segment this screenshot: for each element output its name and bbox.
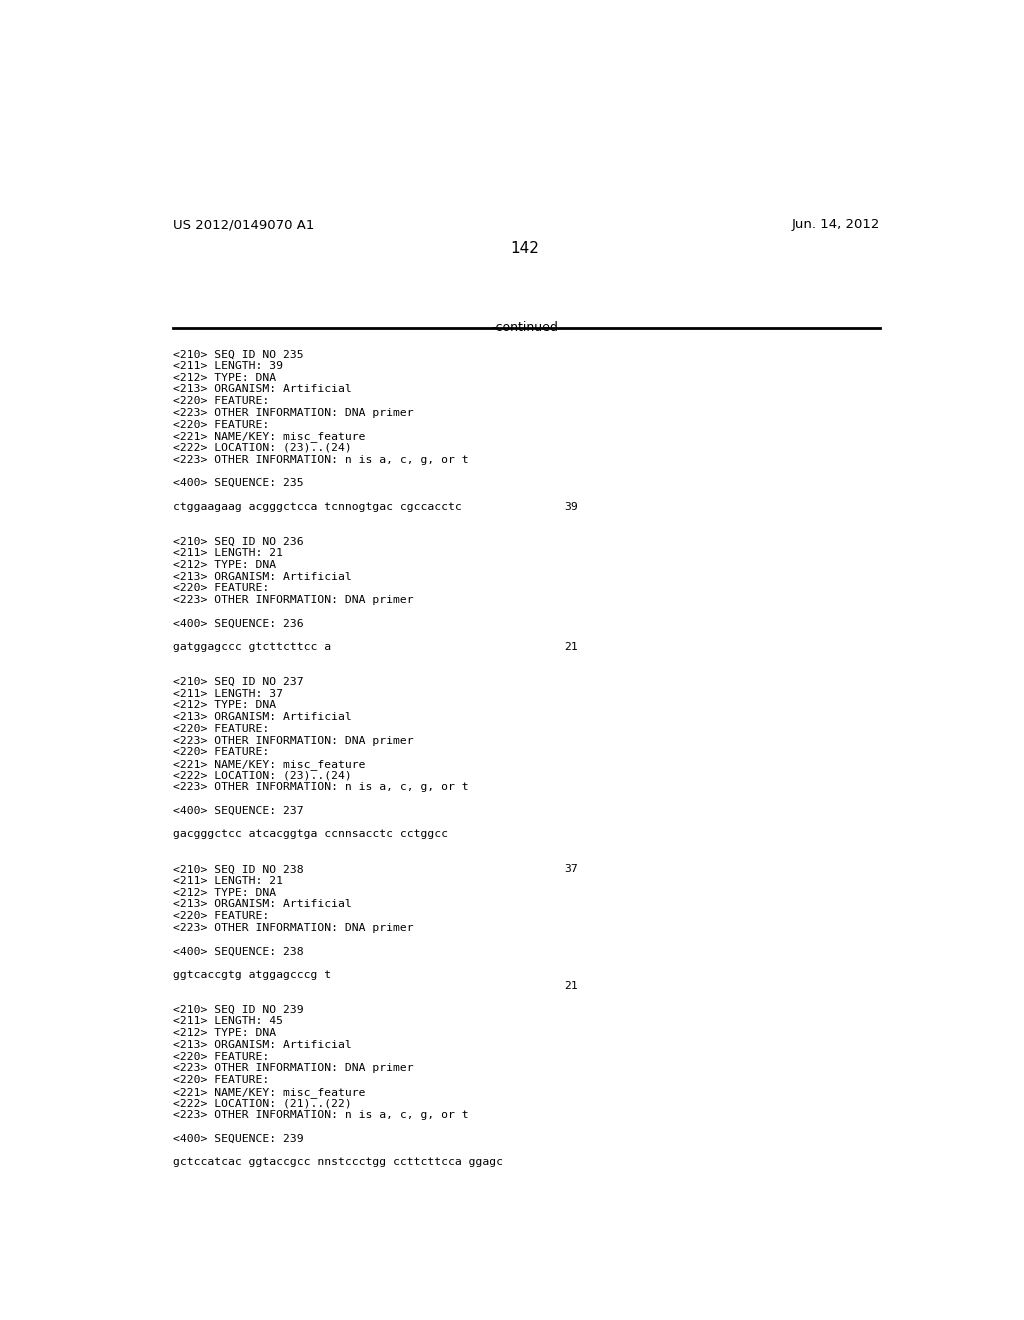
Text: <222> LOCATION: (23)..(24): <222> LOCATION: (23)..(24) bbox=[173, 771, 351, 780]
Text: <220> FEATURE:: <220> FEATURE: bbox=[173, 420, 269, 429]
Text: <221> NAME/KEY: misc_feature: <221> NAME/KEY: misc_feature bbox=[173, 759, 366, 770]
Text: <210> SEQ ID NO 237: <210> SEQ ID NO 237 bbox=[173, 677, 303, 688]
Text: gacgggctcc atcacggtga ccnnsacctc cctggcc: gacgggctcc atcacggtga ccnnsacctc cctggcc bbox=[173, 829, 447, 840]
Text: <223> OTHER INFORMATION: DNA primer: <223> OTHER INFORMATION: DNA primer bbox=[173, 595, 414, 605]
Text: <210> SEQ ID NO 238: <210> SEQ ID NO 238 bbox=[173, 865, 303, 874]
Text: <210> SEQ ID NO 236: <210> SEQ ID NO 236 bbox=[173, 537, 303, 546]
Text: 39: 39 bbox=[564, 502, 579, 512]
Text: <210> SEQ ID NO 239: <210> SEQ ID NO 239 bbox=[173, 1005, 303, 1015]
Text: ctggaagaag acgggctcca tcnnogtgac cgccacctc: ctggaagaag acgggctcca tcnnogtgac cgccacc… bbox=[173, 502, 462, 512]
Text: <223> OTHER INFORMATION: DNA primer: <223> OTHER INFORMATION: DNA primer bbox=[173, 923, 414, 933]
Text: -continued: -continued bbox=[492, 321, 558, 334]
Text: <222> LOCATION: (21)..(22): <222> LOCATION: (21)..(22) bbox=[173, 1098, 351, 1109]
Text: <212> TYPE: DNA: <212> TYPE: DNA bbox=[173, 1028, 276, 1039]
Text: <213> ORGANISM: Artificial: <213> ORGANISM: Artificial bbox=[173, 713, 351, 722]
Text: gatggagccc gtcttcttcc a: gatggagccc gtcttcttcc a bbox=[173, 642, 331, 652]
Text: <212> TYPE: DNA: <212> TYPE: DNA bbox=[173, 888, 276, 898]
Text: 142: 142 bbox=[510, 240, 540, 256]
Text: <211> LENGTH: 37: <211> LENGTH: 37 bbox=[173, 689, 283, 698]
Text: <400> SEQUENCE: 239: <400> SEQUENCE: 239 bbox=[173, 1134, 303, 1143]
Text: <223> OTHER INFORMATION: DNA primer: <223> OTHER INFORMATION: DNA primer bbox=[173, 408, 414, 418]
Text: <222> LOCATION: (23)..(24): <222> LOCATION: (23)..(24) bbox=[173, 444, 351, 453]
Text: <220> FEATURE:: <220> FEATURE: bbox=[173, 1074, 269, 1085]
Text: <220> FEATURE:: <220> FEATURE: bbox=[173, 396, 269, 407]
Text: gctccatcac ggtaccgcc nnstccctgg ccttcttcca ggagc: gctccatcac ggtaccgcc nnstccctgg ccttcttc… bbox=[173, 1156, 503, 1167]
Text: <221> NAME/KEY: misc_feature: <221> NAME/KEY: misc_feature bbox=[173, 1086, 366, 1098]
Text: <220> FEATURE:: <220> FEATURE: bbox=[173, 723, 269, 734]
Text: <220> FEATURE:: <220> FEATURE: bbox=[173, 911, 269, 921]
Text: <223> OTHER INFORMATION: DNA primer: <223> OTHER INFORMATION: DNA primer bbox=[173, 735, 414, 746]
Text: <400> SEQUENCE: 237: <400> SEQUENCE: 237 bbox=[173, 805, 303, 816]
Text: <211> LENGTH: 21: <211> LENGTH: 21 bbox=[173, 548, 283, 558]
Text: <211> LENGTH: 39: <211> LENGTH: 39 bbox=[173, 362, 283, 371]
Text: <223> OTHER INFORMATION: DNA primer: <223> OTHER INFORMATION: DNA primer bbox=[173, 1064, 414, 1073]
Text: <211> LENGTH: 21: <211> LENGTH: 21 bbox=[173, 876, 283, 886]
Text: <213> ORGANISM: Artificial: <213> ORGANISM: Artificial bbox=[173, 899, 351, 909]
Text: <210> SEQ ID NO 235: <210> SEQ ID NO 235 bbox=[173, 350, 303, 359]
Text: <223> OTHER INFORMATION: n is a, c, g, or t: <223> OTHER INFORMATION: n is a, c, g, o… bbox=[173, 454, 469, 465]
Text: <213> ORGANISM: Artificial: <213> ORGANISM: Artificial bbox=[173, 1040, 351, 1049]
Text: <213> ORGANISM: Artificial: <213> ORGANISM: Artificial bbox=[173, 572, 351, 582]
Text: <223> OTHER INFORMATION: n is a, c, g, or t: <223> OTHER INFORMATION: n is a, c, g, o… bbox=[173, 1110, 469, 1121]
Text: <211> LENGTH: 45: <211> LENGTH: 45 bbox=[173, 1016, 283, 1027]
Text: 37: 37 bbox=[564, 865, 579, 874]
Text: 21: 21 bbox=[564, 981, 579, 991]
Text: <400> SEQUENCE: 235: <400> SEQUENCE: 235 bbox=[173, 478, 303, 488]
Text: <221> NAME/KEY: misc_feature: <221> NAME/KEY: misc_feature bbox=[173, 432, 366, 442]
Text: US 2012/0149070 A1: US 2012/0149070 A1 bbox=[173, 218, 314, 231]
Text: <213> ORGANISM: Artificial: <213> ORGANISM: Artificial bbox=[173, 384, 351, 395]
Text: <220> FEATURE:: <220> FEATURE: bbox=[173, 747, 269, 758]
Text: 21: 21 bbox=[564, 642, 579, 652]
Text: <223> OTHER INFORMATION: n is a, c, g, or t: <223> OTHER INFORMATION: n is a, c, g, o… bbox=[173, 783, 469, 792]
Text: <212> TYPE: DNA: <212> TYPE: DNA bbox=[173, 560, 276, 570]
Text: <220> FEATURE:: <220> FEATURE: bbox=[173, 583, 269, 594]
Text: <400> SEQUENCE: 238: <400> SEQUENCE: 238 bbox=[173, 946, 303, 956]
Text: ggtcaccgtg atggagcccg t: ggtcaccgtg atggagcccg t bbox=[173, 970, 331, 979]
Text: <212> TYPE: DNA: <212> TYPE: DNA bbox=[173, 372, 276, 383]
Text: <212> TYPE: DNA: <212> TYPE: DNA bbox=[173, 701, 276, 710]
Text: <400> SEQUENCE: 236: <400> SEQUENCE: 236 bbox=[173, 619, 303, 628]
Text: Jun. 14, 2012: Jun. 14, 2012 bbox=[792, 218, 880, 231]
Text: <220> FEATURE:: <220> FEATURE: bbox=[173, 1052, 269, 1061]
